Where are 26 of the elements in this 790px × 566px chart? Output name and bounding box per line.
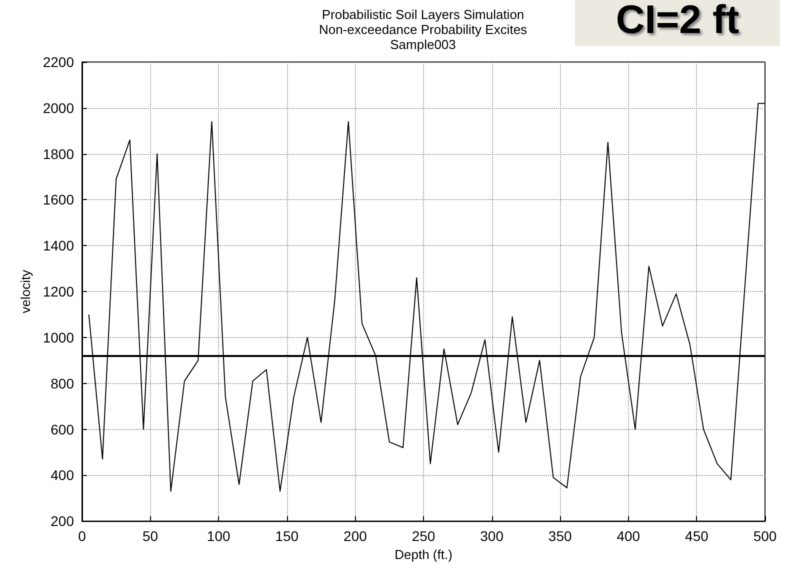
- y-tick-label: 1400: [42, 238, 74, 254]
- x-tick-label: 400: [616, 528, 640, 544]
- text: CI=2 ft: [575, 0, 780, 46]
- y-tick-label: 600: [50, 421, 74, 438]
- x-tick-label: 300: [480, 528, 504, 544]
- x-tick-label: 250: [412, 528, 436, 544]
- x-tick-label: 500: [753, 528, 777, 544]
- x-tick-label: 200: [344, 528, 368, 544]
- chart-title: Probabilistic Soil Layers Simulation Non-exceedance Probability Excites Sample003: [318, 7, 528, 52]
- x-axis-title: Depth (ft.): [394, 547, 452, 562]
- y-tick-label: 1000: [42, 329, 74, 346]
- y-tick-label: 2000: [42, 100, 74, 116]
- x-tick-label: 50: [142, 528, 158, 544]
- y-tick-label: 1600: [42, 192, 74, 208]
- y-tick-label: 2200: [42, 54, 74, 70]
- x-tick-label: 100: [206, 528, 230, 544]
- x-tick-label: 450: [685, 528, 709, 544]
- y-tick-label: 200: [50, 513, 74, 530]
- y-tick-label: 1800: [42, 146, 74, 162]
- y-tick-label: 400: [50, 467, 74, 484]
- x-tick-label: 0: [78, 528, 86, 544]
- x-tick-label: 150: [275, 528, 299, 544]
- y-tick-label: 800: [50, 375, 74, 392]
- y-axis-title: velocity: [18, 269, 33, 314]
- x-tick-label: 350: [548, 528, 572, 544]
- y-tick-label: 1200: [42, 284, 74, 300]
